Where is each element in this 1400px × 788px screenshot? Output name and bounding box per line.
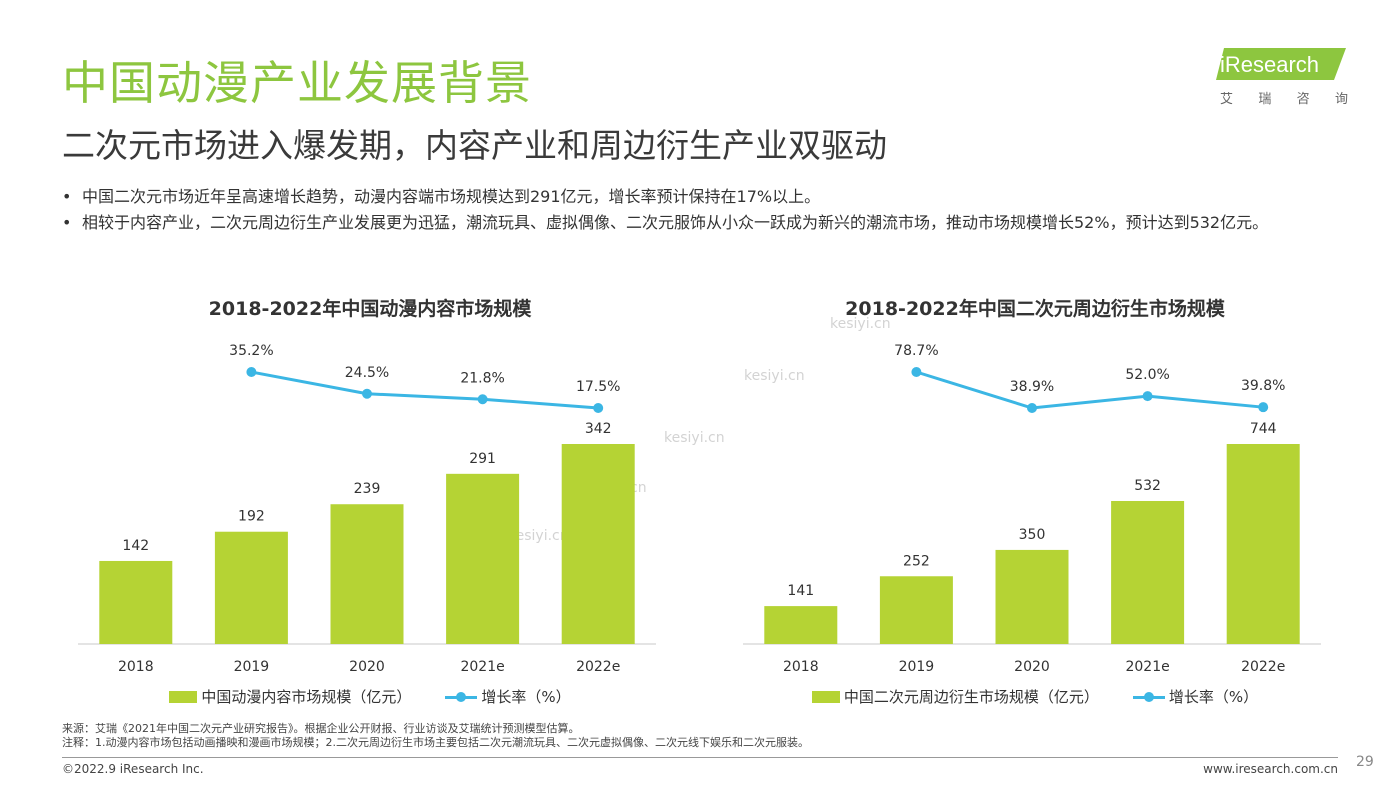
bullet-item: • 相较于内容产业，二次元周边衍生产业发展更为迅猛，潮流玩具、虚拟偶像、二次元服… <box>60 210 1340 236</box>
bar <box>879 576 953 644</box>
bullet-dot: • <box>62 213 72 232</box>
growth-point <box>1142 391 1153 402</box>
legend-bar-swatch <box>811 690 840 703</box>
logo-cn-text: 艾 瑞 咨 询 <box>1220 88 1348 107</box>
legend-line-swatch <box>1132 691 1165 703</box>
logo-cn-char: 艾 <box>1220 92 1234 107</box>
bullet-list: • 中国二次元市场近年呈高速增长趋势，动漫内容端市场规模达到291亿元，增长率预… <box>60 184 1340 236</box>
logo-text: iResearch <box>1220 52 1319 77</box>
growth-point <box>246 367 257 377</box>
bar-value-label: 142 <box>122 538 149 554</box>
bar-value-label: 192 <box>238 509 265 525</box>
x-tick-label: 2022e <box>576 659 620 675</box>
bar <box>561 444 635 644</box>
bar-value-label: 744 <box>1250 421 1277 437</box>
notes: 来源：艾瑞《2021年中国二次元产业研究报告》。根据企业公开财报、行业访谈及艾瑞… <box>62 722 809 750</box>
bar <box>1111 500 1185 644</box>
growth-point <box>1027 403 1037 413</box>
growth-line <box>251 370 599 410</box>
x-tick-label: 2019 <box>899 659 935 675</box>
iresearch-logo-mark: iResearch <box>1216 48 1346 80</box>
x-tick-label: 2018 <box>118 659 154 675</box>
growth-value-label: 39.8% <box>1241 378 1285 394</box>
legend-label: 中国动漫内容市场规模（亿元） <box>201 688 412 706</box>
watermark: kesiyi.cn <box>664 430 725 446</box>
chart-legend: 中国动漫内容市场规模（亿元） 增长率（%） <box>70 686 670 707</box>
bar <box>99 560 173 644</box>
watermark: kesiyi.cn <box>830 316 891 332</box>
growth-point <box>911 367 922 377</box>
footer-divider <box>62 757 1338 758</box>
content-market-chart: 2018-2022年中国动漫内容市场规模 142 2018 192 2019 239 20… <box>70 290 670 720</box>
x-tick-label: 2021e <box>1125 659 1169 675</box>
growth-value-label: 52.0% <box>1125 367 1169 383</box>
page-title: 中国动漫产业发展背景 <box>62 56 532 110</box>
bar <box>1226 444 1300 644</box>
bar-value-label: 532 <box>1134 478 1161 494</box>
growth-value-label: 35.2% <box>229 343 273 359</box>
website-link: www.iresearch.com.cn <box>1203 762 1338 776</box>
growth-point <box>362 388 372 399</box>
page-number: 29 <box>1356 754 1374 770</box>
legend-item-bar: 中国二次元周边衍生市场规模（亿元） <box>811 686 1099 707</box>
source-note: 来源：艾瑞《2021年中国二次元产业研究报告》。根据企业公开财报、行业访谈及艾瑞… <box>62 722 580 735</box>
legend-item-line: 增长率（%） <box>445 686 571 707</box>
bar-value-label: 252 <box>903 553 930 569</box>
logo-cn-char: 询 <box>1334 92 1348 107</box>
chart-title: 2018-2022年中国二次元周边衍生市场规模 <box>845 298 1225 320</box>
growth-value-label: 17.5% <box>576 379 620 395</box>
x-tick-label: 2020 <box>349 659 385 675</box>
logo-cn-char: 咨 <box>1296 92 1310 107</box>
legend-line-swatch <box>445 691 478 703</box>
growth-point <box>593 403 604 413</box>
logo-cn-char: 瑞 <box>1258 92 1272 107</box>
derivative-market-chart: 2018-2022年中国二次元周边衍生市场规模 141 2018 252 2019 35… <box>735 290 1335 720</box>
legend-label: 增长率（%） <box>481 688 571 706</box>
bar-value-label: 342 <box>585 421 612 437</box>
x-tick-label: 2020 <box>1014 659 1050 675</box>
bar <box>995 549 1069 644</box>
growth-value-label: 38.9% <box>1010 379 1054 395</box>
growth-line <box>915 370 1264 410</box>
bar-value-label: 350 <box>1019 527 1046 543</box>
x-tick-label: 2019 <box>234 659 270 675</box>
bar <box>330 504 404 644</box>
chart-plot: 141 2018 252 2019 350 2020 532 2021e 744 2022e 78.… <box>743 343 1321 675</box>
bar-value-label: 141 <box>787 583 814 599</box>
chart-legend: 中国二次元周边衍生市场规模（亿元） 增长率（%） <box>735 686 1335 707</box>
x-tick-label: 2018 <box>783 659 819 675</box>
growth-value-label: 21.8% <box>460 370 504 386</box>
x-tick-label: 2022e <box>1241 659 1285 675</box>
chart-title: 2018-2022年中国动漫内容市场规模 <box>208 298 532 320</box>
watermark: kesiyi.cn <box>508 528 569 544</box>
growth-value-label: 78.7% <box>894 343 938 359</box>
copyright: ©2022.9 iResearch Inc. <box>62 762 204 776</box>
bullet-text: 相较于内容产业，二次元周边衍生产业发展更为迅猛，潮流玩具、虚拟偶像、二次元服饰从… <box>82 213 1269 232</box>
remark-note: 注释：1.动漫内容市场包括动画播映和漫画市场规模；2.二次元周边衍生市场主要包括… <box>62 736 809 749</box>
legend-item-line: 增长率（%） <box>1132 686 1259 707</box>
growth-point <box>477 394 488 405</box>
bar-value-label: 239 <box>354 481 381 497</box>
bar <box>446 473 520 644</box>
bullet-dot: • <box>62 187 72 206</box>
legend-bar-swatch <box>169 690 198 703</box>
growth-value-label: 24.5% <box>345 365 389 381</box>
page-subtitle: 二次元市场进入爆发期，内容产业和周边衍生产业双驱动 <box>62 126 887 165</box>
watermark: kesiyi.cn <box>744 368 805 384</box>
bar <box>764 606 838 644</box>
bullet-text: 中国二次元市场近年呈高速增长趋势，动漫内容端市场规模达到291亿元，增长率预计保… <box>82 187 821 206</box>
growth-point <box>1258 402 1269 413</box>
bullet-item: • 中国二次元市场近年呈高速增长趋势，动漫内容端市场规模达到291亿元，增长率预… <box>60 184 1340 210</box>
bar-value-label: 291 <box>469 451 496 467</box>
iresearch-logo: iResearch 艾 瑞 咨 询 <box>1216 42 1348 108</box>
legend-label: 中国二次元周边衍生市场规模（亿元） <box>843 688 1099 706</box>
bar <box>214 531 288 644</box>
chart-plot: 142 2018 192 2019 239 2020 291 2021e 342 2022e 35.… <box>78 343 656 675</box>
legend-label: 增长率（%） <box>1168 688 1259 706</box>
x-tick-label: 2021e <box>460 659 504 675</box>
legend-item-bar: 中国动漫内容市场规模（亿元） <box>169 686 411 707</box>
